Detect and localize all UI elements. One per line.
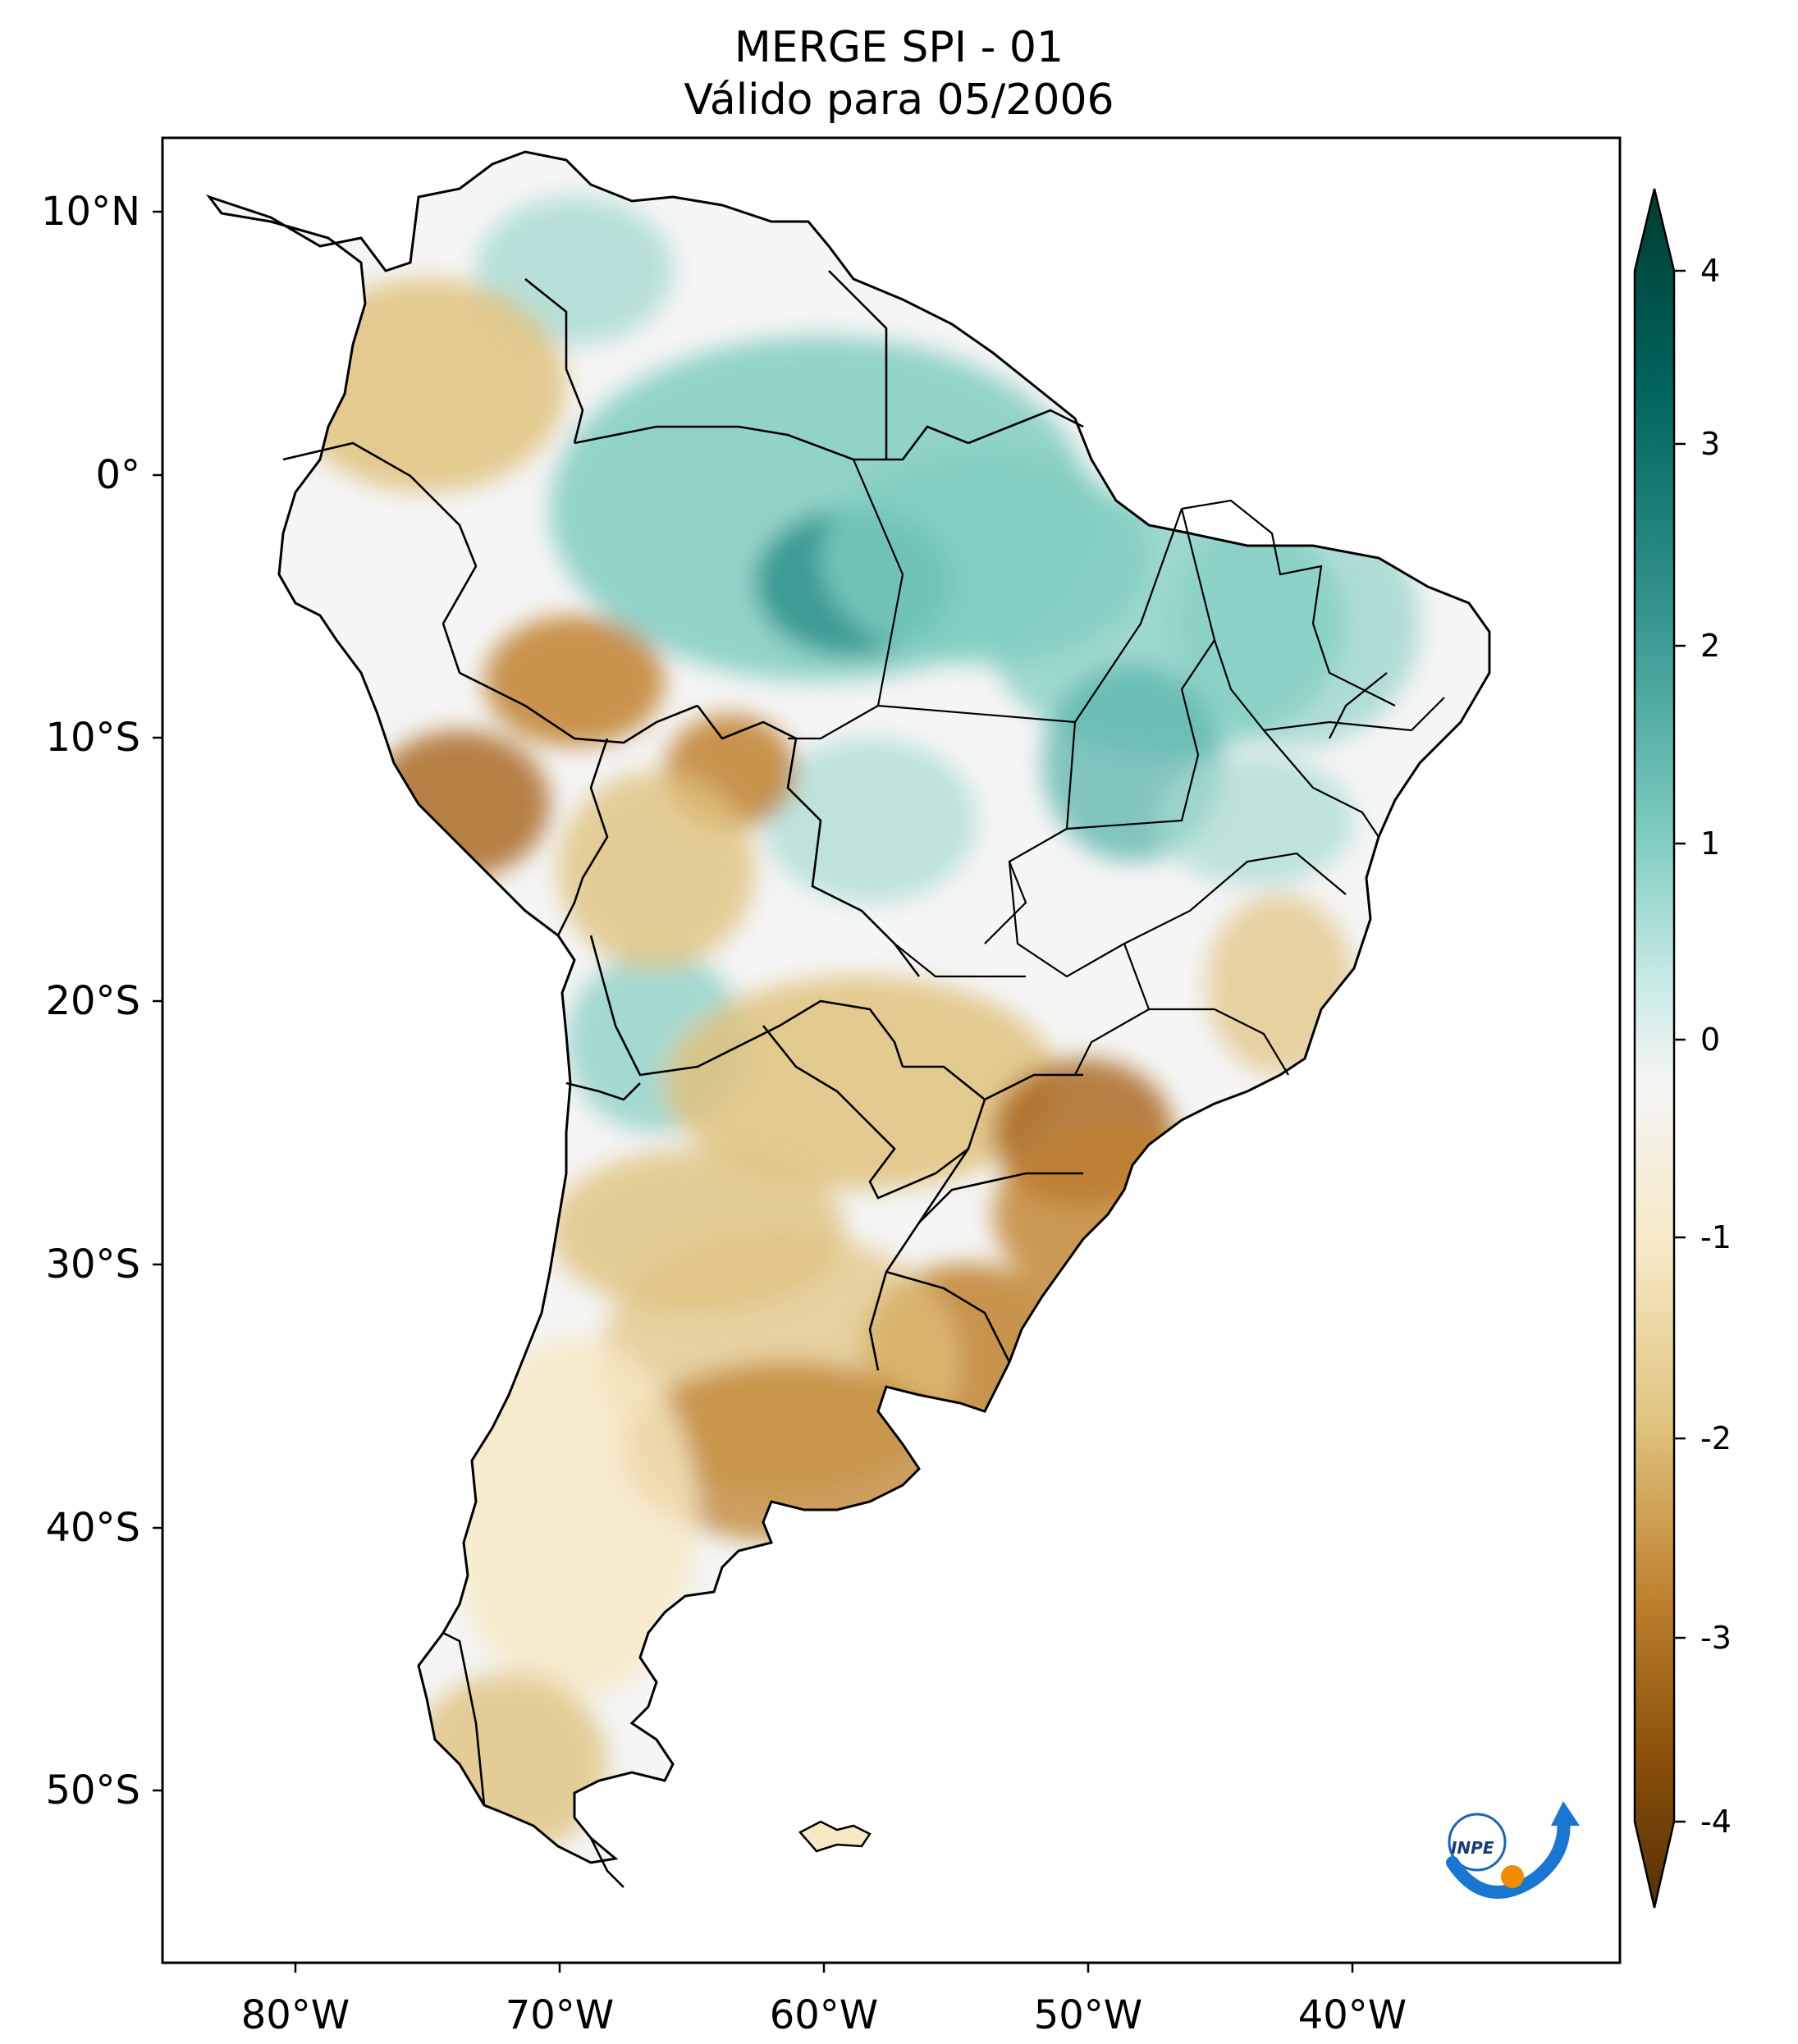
lat-label: 20°S [45,978,140,1024]
map-subtitle: Válido para 05/2006 [684,75,1114,125]
falkland-islands [798,1820,872,1853]
colorbar-tick-label: -2 [1700,1420,1732,1456]
colorbar-tick-label: -3 [1700,1620,1732,1656]
colorbar-tick-label: 2 [1700,628,1721,664]
lat-label: 40°S [45,1505,140,1551]
inpe-logo [1446,1801,1580,1899]
colorbar-tick-label: -1 [1700,1219,1732,1255]
inpe-logo-text: INPE [1451,1838,1494,1858]
lat-label: 30°S [45,1241,140,1287]
lat-label: 10°N [41,189,140,235]
lat-label: 10°S [45,715,140,761]
colorbar-tick-label: 0 [1700,1022,1721,1058]
state-borders [788,459,1445,1076]
colorbar-tick-label: 3 [1700,426,1721,462]
lon-label: 40°W [1297,1992,1407,2038]
colorbar-tick-label: 1 [1700,825,1721,862]
map-title: MERGE SPI - 01 [734,23,1064,72]
lat-label: 0° [95,452,140,498]
lat-label: 50°S [45,1767,140,1813]
country-borders [282,270,1084,1888]
colorbar-tick-label: -4 [1700,1804,1732,1840]
lon-label: 80°W [240,1992,350,2038]
lon-label: 70°W [505,1992,615,2038]
colorbar [1633,188,1686,1909]
axis-ticks [153,210,1354,1973]
lon-label: 50°W [1033,1992,1143,2038]
colorbar-tick-label: 4 [1700,253,1721,289]
lon-label: 60°W [769,1992,879,2038]
